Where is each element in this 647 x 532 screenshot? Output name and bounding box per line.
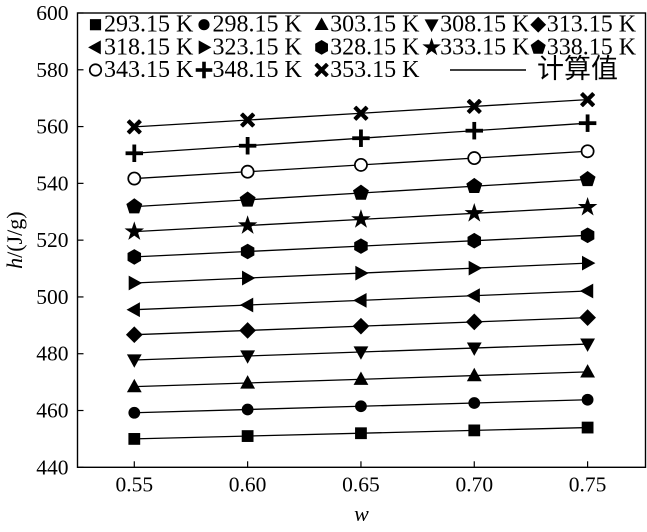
svg-text:0.60: 0.60 <box>229 472 267 496</box>
svg-text:600: 600 <box>36 1 68 25</box>
svg-text:0.65: 0.65 <box>342 472 380 496</box>
svg-text:计算值: 计算值 <box>537 54 618 84</box>
svg-text:520: 520 <box>36 228 68 252</box>
svg-text:333.15 K: 333.15 K <box>440 34 530 60</box>
svg-text:343.15 K: 343.15 K <box>104 57 194 83</box>
svg-text:353.15 K: 353.15 K <box>330 57 420 83</box>
svg-text:h/(J/g): h/(J/g) <box>2 211 27 268</box>
svg-text:0.75: 0.75 <box>569 472 607 496</box>
svg-text:0.55: 0.55 <box>115 472 153 496</box>
svg-text:440: 440 <box>36 455 68 479</box>
svg-text:560: 560 <box>36 115 68 139</box>
svg-text:540: 540 <box>36 171 68 195</box>
svg-text:348.15 K: 348.15 K <box>213 57 303 83</box>
svg-text:460: 460 <box>36 399 68 423</box>
svg-text:580: 580 <box>36 58 68 82</box>
svg-text:w: w <box>354 501 369 526</box>
svg-text:480: 480 <box>36 342 68 366</box>
svg-text:0.70: 0.70 <box>455 472 493 496</box>
svg-text:500: 500 <box>36 285 68 309</box>
